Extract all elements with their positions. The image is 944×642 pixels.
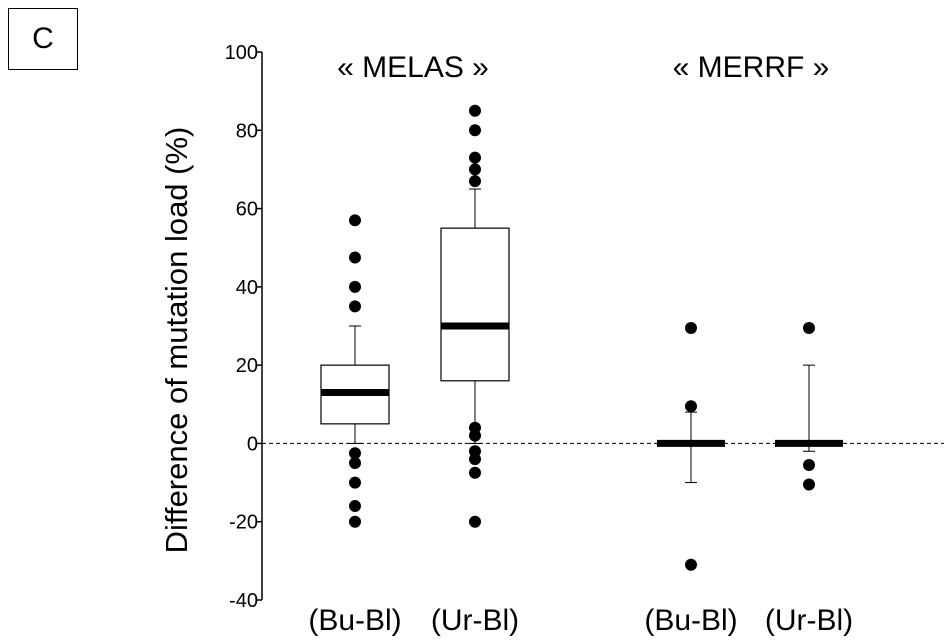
x-category-label: (Bu-Bl) (644, 604, 737, 637)
y-tick-label: -40 (229, 590, 258, 612)
panel-label: C (8, 8, 78, 70)
outlier-point (469, 453, 481, 466)
outlier-point (469, 515, 481, 528)
y-tick-label: -20 (229, 512, 258, 534)
outlier-point (349, 476, 361, 489)
y-axis-label: Difference of mutation load (%) (159, 127, 194, 554)
y-tick-label: 60 (236, 199, 258, 221)
outlier-point (469, 429, 481, 442)
outlier-point (469, 466, 481, 479)
box-plot-marks (320, 104, 843, 571)
x-category-label: (Bu-Bl) (308, 604, 401, 637)
outlier-point (685, 400, 697, 413)
iqr-box (440, 227, 510, 382)
y-tick-label: 80 (236, 120, 258, 142)
outlier-point (349, 251, 361, 264)
y-tick-label: 0 (247, 433, 258, 455)
y-axis: -40 -20 0 20 40 60 80 100 (225, 42, 263, 612)
outlier-point (349, 280, 361, 293)
outlier-point (803, 458, 815, 471)
y-tick-label: 20 (236, 355, 258, 377)
outlier-point (469, 163, 481, 176)
y-tick-label: 100 (225, 42, 258, 64)
outlier-point (803, 478, 815, 491)
outlier-point (469, 151, 481, 164)
y-tick-label: 40 (236, 277, 258, 299)
chart-labels: Difference of mutation load (%) « MELAS »… (159, 51, 853, 637)
outlier-point (349, 214, 361, 227)
outlier-point (685, 558, 697, 571)
x-category-label: (Ur-Bl) (765, 604, 853, 637)
outlier-point (469, 175, 481, 188)
outlier-point (349, 457, 361, 469)
x-category-label: (Ur-Bl) (431, 604, 519, 637)
outlier-point (349, 500, 361, 513)
outlier-point (469, 104, 481, 117)
outlier-point (349, 515, 361, 528)
outlier-point (469, 124, 481, 137)
outlier-point (349, 300, 361, 313)
group-title: « MERRF » (673, 51, 830, 84)
outlier-point (349, 447, 361, 460)
outlier-point (803, 321, 815, 334)
group-title: « MELAS » (337, 51, 489, 84)
outlier-point (685, 321, 697, 334)
